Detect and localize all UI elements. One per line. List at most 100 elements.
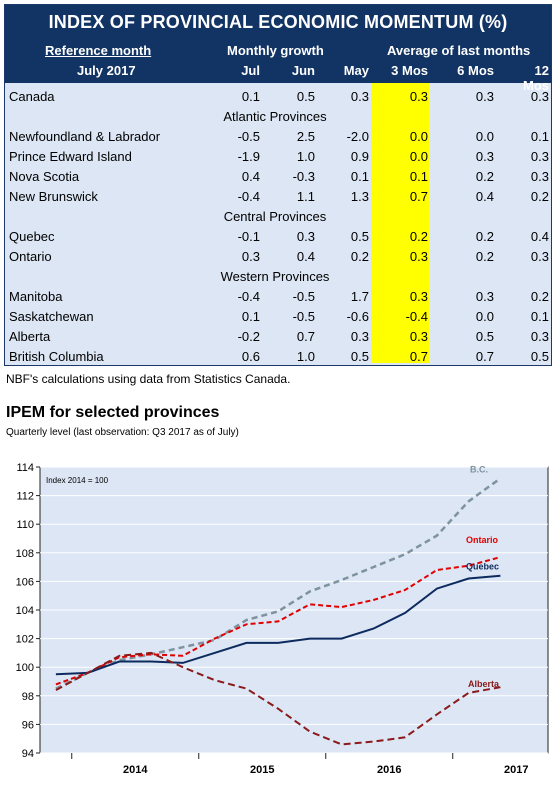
group-label: Western Provinces	[220, 269, 330, 284]
table-row: Alberta -0.2 0.7 0.3 0.3 0.5 0.3	[5, 327, 551, 347]
cell-value: 0.3	[530, 329, 549, 344]
cell-value: 0.2	[530, 189, 549, 204]
cell-value: 0.7	[475, 349, 494, 364]
y-tick-label: 96	[22, 719, 34, 731]
table-body: Canada 0.1 0.5 0.3 0.3 0.3 0.3 Atlantic Provinc…	[5, 87, 551, 365]
cell-value: 0.0	[475, 129, 494, 144]
cell-value: 0.5	[296, 89, 315, 104]
table-row: Prince Edward Island -1.9 1.0 0.9 0.0 0.3 0.3	[5, 147, 551, 167]
cell-value: 0.1	[409, 169, 428, 184]
cell-value: 0.1	[241, 309, 260, 324]
series-label: B.C.	[470, 464, 488, 474]
cell-value: 1.7	[350, 289, 369, 304]
cell-value: 0.1	[530, 129, 549, 144]
y-tick-label: 110	[16, 519, 34, 531]
chart-title: IPEM for selected provinces	[6, 404, 220, 421]
average-label: Average of last months	[387, 43, 531, 58]
row-label: Manitoba	[9, 289, 63, 304]
y-tick-label: 114	[16, 462, 34, 474]
cell-value: 0.3	[475, 149, 494, 164]
cell-value: 2.5	[296, 129, 315, 144]
cell-value: 0.2	[530, 289, 549, 304]
col-head-12mos: 12 Mos	[523, 63, 549, 93]
cell-value: 0.3	[409, 329, 428, 344]
y-tick-label: 112	[16, 491, 34, 503]
series-line	[55, 556, 501, 686]
row-label: Canada	[9, 89, 55, 104]
monthly-growth-label: Monthly growth	[227, 43, 324, 58]
cell-value: -0.3	[292, 169, 315, 184]
group-label: Atlantic Provinces	[223, 109, 327, 124]
cell-value: -0.5	[292, 309, 315, 324]
cell-value: 0.6	[241, 349, 260, 364]
col-head-3mos: 3 Mos	[391, 63, 428, 78]
cell-value: 0.3	[530, 249, 549, 264]
cell-value: 0.3	[350, 329, 369, 344]
cell-value: 0.4	[296, 249, 315, 264]
cell-value: -0.2	[237, 329, 260, 344]
cell-value: -0.5	[292, 289, 315, 304]
cell-value: -2.0	[346, 129, 369, 144]
table-row: Nova Scotia 0.4 -0.3 0.1 0.1 0.2 0.3	[5, 167, 551, 187]
cell-value: 0.4	[530, 229, 549, 244]
series-line	[55, 651, 501, 746]
cell-value: 0.2	[409, 229, 428, 244]
cell-value: -0.1	[237, 229, 260, 244]
y-tick-label: 94	[22, 748, 34, 760]
cell-value: 0.2	[475, 229, 494, 244]
table-row: Canada 0.1 0.5 0.3 0.3 0.3 0.3	[5, 87, 551, 107]
row-label: Alberta	[9, 329, 51, 344]
cell-value: 0.3	[241, 249, 260, 264]
row-label: Newfoundland & Labrador	[9, 129, 161, 144]
col-head-jul: Jul	[241, 63, 260, 78]
x-tick-label: 2014	[123, 764, 148, 776]
row-label: Nova Scotia	[9, 169, 80, 184]
cell-value: 1.3	[350, 189, 369, 204]
cell-value: 0.3	[409, 89, 428, 104]
highlight-3mos-column	[371, 83, 429, 363]
cell-value: 0.3	[530, 149, 549, 164]
series-label: Alberta	[468, 679, 500, 689]
cell-value: 0.2	[475, 249, 494, 264]
x-tick-label: 2016	[377, 764, 401, 776]
cell-value: 0.3	[409, 249, 428, 264]
col-head-6mos: 6 Mos	[457, 63, 494, 78]
y-tick-label: 106	[16, 576, 34, 588]
chart-subtitle: Quarterly level (last observation: Q3 20…	[6, 427, 239, 438]
reference-month-value: July 2017	[77, 63, 136, 78]
group-label: Central Provinces	[223, 209, 327, 224]
group-row: Atlantic Provinces	[5, 107, 551, 127]
cell-value: 0.2	[475, 169, 494, 184]
table-row: New Brunswick -0.4 1.1 1.3 0.7 0.4 0.2	[5, 187, 551, 207]
group-row: Western Provinces	[5, 267, 551, 287]
cell-value: 0.0	[409, 129, 428, 144]
series-line	[55, 477, 502, 690]
cell-value: 0.3	[475, 289, 494, 304]
cell-value: 0.1	[241, 89, 260, 104]
row-label: Saskatchewan	[9, 309, 94, 324]
cell-value: 1.0	[296, 149, 315, 164]
series-label: Ontario	[466, 535, 499, 545]
cell-value: 0.3	[530, 89, 549, 104]
table-header: Reference month July 2017 Monthly growth…	[5, 39, 551, 93]
cell-value: 0.0	[409, 149, 428, 164]
index-annotation: Index 2014 = 100	[46, 476, 109, 485]
col-head-may: May	[343, 63, 369, 78]
y-tick-label: 100	[16, 662, 34, 674]
col-head-jun: Jun	[291, 63, 315, 78]
cell-value: 0.3	[475, 89, 494, 104]
cell-value: 0.5	[350, 349, 369, 364]
source-note: NBF's calculations using data from Stati…	[6, 372, 291, 386]
table-row: Manitoba -0.4 -0.5 1.7 0.3 0.3 0.2	[5, 287, 551, 307]
cell-value: 0.2	[350, 249, 369, 264]
cell-value: 0.7	[409, 189, 428, 204]
cell-value: 0.3	[409, 289, 428, 304]
table-row: Ontario 0.3 0.4 0.2 0.3 0.2 0.3	[5, 247, 551, 267]
table-row: British Columbia 0.6 1.0 0.5 0.7 0.7 0.5	[5, 347, 551, 365]
group-row: Central Provinces	[5, 207, 551, 227]
series-label: Quebec	[466, 562, 499, 572]
cell-value: -1.9	[237, 149, 260, 164]
row-label: British Columbia	[9, 349, 104, 364]
cell-value: -0.4	[405, 309, 428, 324]
cell-value: 0.4	[475, 189, 494, 204]
